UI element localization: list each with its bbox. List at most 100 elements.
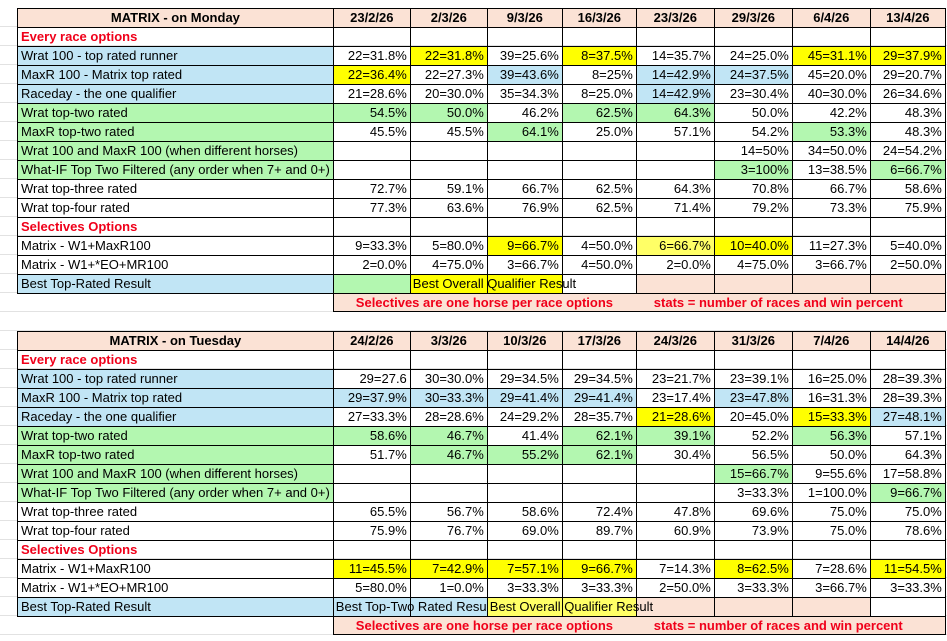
stat-cell[interactable]: 34=50.0% <box>791 141 871 161</box>
empty-cell[interactable] <box>791 350 871 370</box>
empty-cell[interactable] <box>486 217 563 237</box>
stat-cell[interactable]: 45.5% <box>332 122 411 142</box>
stat-cell[interactable]: 76.7% <box>409 521 488 541</box>
stat-cell[interactable]: 13=38.5% <box>791 160 871 180</box>
best-result-cell[interactable] <box>869 597 946 617</box>
stat-cell[interactable]: 29=34.5% <box>561 369 637 389</box>
stat-cell[interactable]: 42.2% <box>791 103 871 123</box>
stat-cell[interactable]: 66.7% <box>791 179 871 199</box>
row-label[interactable]: Wrat 100 - top rated runner <box>17 46 334 66</box>
empty-cell[interactable] <box>561 350 637 370</box>
stat-cell[interactable] <box>332 141 411 161</box>
stat-cell[interactable]: 75.9% <box>332 521 411 541</box>
row-label[interactable]: Matrix - W1+MaxR100 <box>17 236 334 256</box>
stat-cell[interactable]: 73.3% <box>791 198 871 218</box>
stat-cell[interactable]: 50.0% <box>713 103 793 123</box>
empty-cell[interactable] <box>561 217 637 237</box>
stat-cell[interactable]: 11=27.3% <box>791 236 871 256</box>
stat-cell[interactable]: 70.8% <box>713 179 793 199</box>
date-header[interactable]: 24/2/26 <box>332 331 411 351</box>
stat-cell[interactable]: 4=50.0% <box>561 236 637 256</box>
stat-cell[interactable]: 7=14.3% <box>635 559 715 579</box>
empty-cell[interactable] <box>409 540 488 560</box>
stat-cell[interactable]: 2=50.0% <box>869 255 946 275</box>
best-result-cell[interactable] <box>635 274 715 294</box>
empty-cell[interactable] <box>869 350 946 370</box>
stat-cell[interactable]: 20=30.0% <box>409 84 488 104</box>
stat-cell[interactable] <box>635 483 715 503</box>
stat-cell[interactable]: 53.3% <box>791 122 871 142</box>
stat-cell[interactable]: 64.3% <box>869 445 946 465</box>
empty-cell[interactable] <box>332 540 411 560</box>
stat-cell[interactable]: 52.2% <box>713 426 793 446</box>
stat-cell[interactable]: 22=36.4% <box>332 65 411 85</box>
date-header[interactable]: 16/3/26 <box>561 8 637 28</box>
stat-cell[interactable]: 24=37.5% <box>713 65 793 85</box>
stat-cell[interactable]: 11=45.5% <box>332 559 411 579</box>
stat-cell[interactable]: 25.0% <box>561 122 637 142</box>
best-result-cell[interactable] <box>409 597 488 617</box>
row-label[interactable]: Raceday - the one qualifier <box>17 84 334 104</box>
stat-cell[interactable] <box>561 483 637 503</box>
best-result-cell[interactable] <box>561 274 637 294</box>
stat-cell[interactable]: 46.7% <box>409 426 488 446</box>
stat-cell[interactable]: 35=34.3% <box>486 84 563 104</box>
empty-cell[interactable] <box>409 217 488 237</box>
section-heading[interactable]: Every race options <box>17 27 334 47</box>
table-title[interactable]: MATRIX - on Tuesday <box>17 331 334 351</box>
stat-cell[interactable]: 62.1% <box>561 445 637 465</box>
stat-cell[interactable]: 27=33.3% <box>332 407 411 427</box>
stat-cell[interactable]: 3=33.3% <box>561 578 637 598</box>
stat-cell[interactable]: 64.1% <box>486 122 563 142</box>
footer-note[interactable]: Selectives are one horse per race option… <box>332 616 946 635</box>
stat-cell[interactable]: 1=100.0% <box>791 483 871 503</box>
stat-cell[interactable]: 27=48.1% <box>869 407 946 427</box>
stat-cell[interactable]: 50.0% <box>409 103 488 123</box>
row-label[interactable]: Best Top-Rated Result <box>17 274 334 294</box>
date-header[interactable]: 2/3/26 <box>409 8 488 28</box>
stat-cell[interactable]: 6=66.7% <box>635 236 715 256</box>
stat-cell[interactable]: 29=27.6 <box>332 369 411 389</box>
empty-cell[interactable] <box>869 27 946 47</box>
stat-cell[interactable]: 71.4% <box>635 198 715 218</box>
empty-cell[interactable] <box>791 217 871 237</box>
stat-cell[interactable]: 56.5% <box>713 445 793 465</box>
empty-cell[interactable] <box>713 540 793 560</box>
empty-cell[interactable] <box>713 350 793 370</box>
stat-cell[interactable]: 57.1% <box>635 122 715 142</box>
stat-cell[interactable]: 3=66.7% <box>791 255 871 275</box>
date-header[interactable]: 29/3/26 <box>713 8 793 28</box>
stat-cell[interactable]: 23=39.1% <box>713 369 793 389</box>
stat-cell[interactable]: 45=20.0% <box>791 65 871 85</box>
stat-cell[interactable]: 62.1% <box>561 426 637 446</box>
date-header[interactable]: 9/3/26 <box>486 8 563 28</box>
row-label[interactable]: Wrat top-four rated <box>17 198 334 218</box>
stat-cell[interactable]: 73.9% <box>713 521 793 541</box>
empty-cell[interactable] <box>713 217 793 237</box>
row-label[interactable]: Raceday - the one qualifier <box>17 407 334 427</box>
stat-cell[interactable]: 48.3% <box>869 103 946 123</box>
stat-cell[interactable]: 9=55.6% <box>791 464 871 484</box>
stat-cell[interactable]: 55.2% <box>486 445 563 465</box>
date-header[interactable]: 14/4/26 <box>869 331 946 351</box>
stat-cell[interactable]: 54.2% <box>713 122 793 142</box>
empty-cell[interactable] <box>869 217 946 237</box>
empty-cell[interactable] <box>635 217 715 237</box>
stat-cell[interactable]: 64.3% <box>635 179 715 199</box>
stat-cell[interactable]: 56.3% <box>791 426 871 446</box>
stat-cell[interactable]: 62.5% <box>561 179 637 199</box>
best-result-cell[interactable] <box>713 597 793 617</box>
date-header[interactable]: 17/3/26 <box>561 331 637 351</box>
stat-cell[interactable] <box>561 464 637 484</box>
stat-cell[interactable]: 4=75.0% <box>713 255 793 275</box>
stat-cell[interactable]: 22=31.8% <box>409 46 488 66</box>
stat-cell[interactable]: 75.0% <box>791 502 871 522</box>
stat-cell[interactable]: 28=28.6% <box>409 407 488 427</box>
stat-cell[interactable]: 66.7% <box>486 179 563 199</box>
stat-cell[interactable]: 39=25.6% <box>486 46 563 66</box>
stat-cell[interactable]: 5=80.0% <box>409 236 488 256</box>
stat-cell[interactable]: 79.2% <box>713 198 793 218</box>
stat-cell[interactable] <box>486 141 563 161</box>
row-label[interactable]: Wrat 100 and MaxR 100 (when different ho… <box>17 141 334 161</box>
stat-cell[interactable]: 3=33.3% <box>486 578 563 598</box>
